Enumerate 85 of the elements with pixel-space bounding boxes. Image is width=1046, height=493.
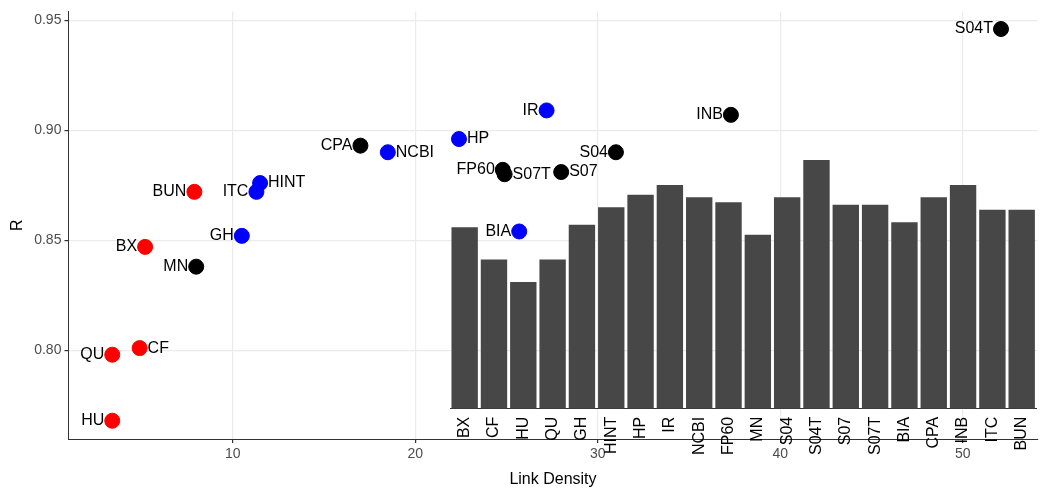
bar [480, 259, 508, 409]
annotation: HP [466, 129, 490, 147]
x-tick-label: MN [748, 416, 766, 442]
x-tick-label: CF [484, 416, 502, 439]
annotation: QU [80, 345, 105, 363]
point [553, 164, 570, 181]
annotation: INB [696, 105, 723, 123]
point [104, 412, 121, 429]
x-tick-label: INB [953, 416, 971, 444]
x-tick-label: S04T [806, 416, 824, 456]
x-tick-label: HU [513, 416, 531, 440]
x-tick-label: S07 [836, 416, 854, 446]
bar [832, 204, 859, 409]
point [993, 21, 1009, 38]
x-tick-label: NCBI [689, 416, 707, 455]
bar [568, 224, 596, 409]
annotation: S07T [512, 164, 552, 182]
x-axis-title: Link Density [509, 469, 597, 487]
x-tick-label: S07T [865, 416, 883, 456]
bar [773, 197, 801, 409]
point [131, 340, 148, 357]
annotation: ITC [222, 182, 249, 200]
annotation: BIA [485, 221, 512, 239]
x-tick-label: QU [543, 416, 561, 441]
x-tick-label: IR [660, 416, 678, 433]
annotation: NCBI [395, 142, 435, 160]
bar [1008, 209, 1035, 409]
y-tick-label: 0.80 [34, 341, 62, 358]
bar [656, 184, 684, 409]
point [188, 258, 205, 275]
annotation: S04 [579, 142, 609, 160]
point [379, 144, 396, 161]
point [538, 102, 555, 119]
bar [627, 194, 654, 409]
point [352, 137, 369, 154]
y-tick-label: 0.90 [34, 121, 62, 138]
x-tick-label: HP [630, 416, 648, 439]
annotation: HINT [268, 173, 306, 191]
bar [539, 259, 566, 409]
point [186, 183, 203, 200]
point [137, 238, 154, 255]
annotation: CPA [320, 136, 353, 154]
point [511, 223, 528, 240]
annotation: IR [522, 100, 539, 118]
annotation: S07 [569, 162, 598, 180]
x-tick-label: CPA [924, 416, 942, 449]
x-tick-label: BX [455, 416, 473, 439]
annotation: CF [147, 338, 170, 356]
x-tick-label: BUN [1012, 416, 1030, 451]
point [607, 144, 624, 161]
annotation: MN [163, 257, 189, 275]
point [252, 175, 269, 192]
x-tick-label: 20 [407, 445, 424, 462]
annotation: BUN [152, 182, 187, 200]
bar [861, 204, 889, 409]
point [104, 346, 121, 363]
y-tick-label: 0.85 [34, 231, 62, 248]
bar [803, 160, 830, 409]
x-tick-label: GH [572, 416, 590, 441]
annotation: S04T [954, 19, 994, 37]
x-tick-label: S04 [777, 416, 795, 446]
y-tick-label: 0.95 [34, 11, 62, 28]
x-tick-label: 10 [224, 445, 241, 462]
x-tick-label: 50 [954, 445, 971, 462]
annotation: BX [115, 237, 138, 255]
annotation: FP60 [456, 160, 495, 178]
bar [510, 281, 537, 409]
bar [979, 209, 1006, 409]
x-tick-label: BIA [894, 416, 912, 443]
bar [949, 184, 977, 409]
bar [686, 197, 713, 409]
bar [891, 222, 918, 409]
bar [451, 227, 478, 409]
bar [715, 202, 742, 409]
annotation: GH [209, 226, 234, 244]
x-tick-label: 40 [772, 445, 789, 462]
point [233, 227, 250, 244]
bar [744, 234, 772, 409]
bar [598, 207, 625, 409]
x-tick-label: FP60 [718, 416, 736, 456]
point [722, 106, 739, 123]
y-axis-title: R [8, 219, 26, 231]
point [450, 131, 467, 148]
x-tick-label: ITC [982, 416, 1000, 443]
bar [920, 197, 947, 409]
